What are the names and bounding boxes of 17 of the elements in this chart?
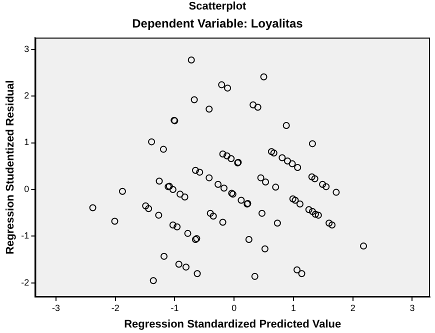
x-tick-label: 2 <box>350 302 356 313</box>
x-tick-label: 1 <box>290 302 296 313</box>
y-axis-title: Regression Studentized Residual <box>4 80 17 254</box>
chart-subtitle: Dependent Variable: Loyalitas <box>132 16 304 31</box>
y-tick-label: 0 <box>24 184 30 194</box>
y-tick-label: -2 <box>21 277 30 288</box>
y-tick-label: -1 <box>21 230 30 241</box>
x-tick-label: 3 <box>410 302 415 313</box>
x-tick-label: -2 <box>111 302 120 313</box>
y-tick-label: 1 <box>24 137 30 148</box>
x-axis-title: Regression Standardized Predicted Value <box>124 318 342 330</box>
x-tick-label: 0 <box>232 302 237 313</box>
y-tick-label: 3 <box>24 44 30 54</box>
x-tick-label: -1 <box>170 302 179 313</box>
y-tick-label: 2 <box>24 90 30 101</box>
chart-title: Scatterplot <box>188 0 247 13</box>
x-tick-label: -3 <box>52 302 60 313</box>
